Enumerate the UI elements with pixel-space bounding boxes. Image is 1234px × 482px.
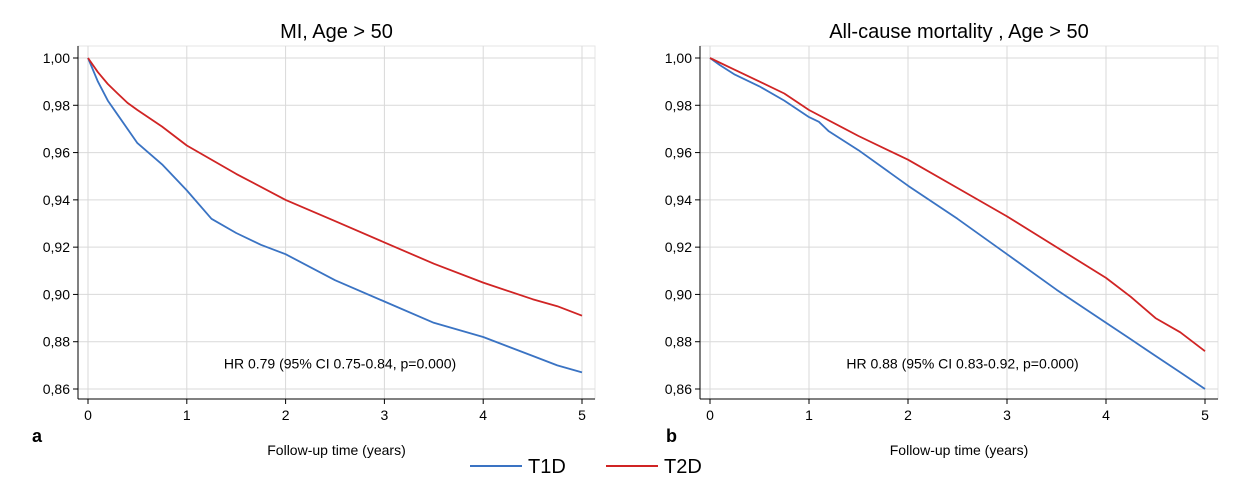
x-tick-label: 2 bbox=[904, 407, 912, 423]
x-axis-label: Follow-up time (years) bbox=[267, 442, 405, 458]
x-tick-label: 3 bbox=[381, 407, 389, 423]
hazard-ratio-annotation: HR 0.88 (95% CI 0.83-0.92, p=0.000) bbox=[846, 356, 1078, 372]
y-tick-label: 0,96 bbox=[665, 145, 692, 161]
panel-b: 0,86 0,88 0,90 0,92 0,94 0,96 0,98 1,00 0 1 2 3 4 5 Al… bbox=[665, 21, 1219, 458]
x-tick-label: 5 bbox=[578, 407, 586, 423]
y-tick-label: 0,92 bbox=[665, 239, 692, 255]
x-tick-label: 4 bbox=[1102, 407, 1110, 423]
series-line-t2d bbox=[709, 57, 1206, 352]
x-axis-label: Follow-up time (years) bbox=[890, 442, 1028, 458]
y-tick-label: 0,86 bbox=[43, 381, 70, 397]
legend-label-t2d: T2D bbox=[664, 456, 702, 478]
legend: T1D T2D bbox=[470, 456, 702, 478]
x-tick-label: 4 bbox=[479, 407, 487, 423]
x-tick-label: 1 bbox=[805, 407, 813, 423]
y-tick-label: 0,94 bbox=[43, 192, 70, 208]
y-tick-label: 0,86 bbox=[665, 381, 692, 397]
x-tick-label: 0 bbox=[706, 407, 714, 423]
y-tick-label: 1,00 bbox=[665, 50, 692, 66]
chart-title: All-cause mortality , Age > 50 bbox=[829, 21, 1089, 43]
hazard-ratio-annotation: HR 0.79 (95% CI 0.75-0.84, p=0.000) bbox=[224, 356, 456, 372]
x-tick-label: 0 bbox=[84, 407, 92, 423]
x-tick-label: 1 bbox=[183, 407, 191, 423]
panel-letter: a bbox=[32, 426, 43, 446]
y-tick-label: 0,90 bbox=[43, 286, 70, 302]
panel-letter: b bbox=[666, 426, 677, 446]
y-tick-label: 1,00 bbox=[43, 50, 70, 66]
x-tick-label: 3 bbox=[1003, 407, 1011, 423]
y-tick-label: 0,98 bbox=[665, 97, 692, 113]
y-tick-label: 0,90 bbox=[665, 286, 692, 302]
y-tick-label: 0,92 bbox=[43, 239, 70, 255]
y-tick-label: 0,98 bbox=[43, 97, 70, 113]
y-tick-label: 0,96 bbox=[43, 145, 70, 161]
series-line-t1d bbox=[709, 57, 1206, 390]
y-tick-label: 0,94 bbox=[665, 192, 692, 208]
chart-title: MI, Age > 50 bbox=[280, 21, 393, 43]
y-tick-label: 0,88 bbox=[43, 334, 70, 350]
series-line-t1d bbox=[87, 57, 583, 374]
panel-a: 0,86 0,88 0,90 0,92 0,94 0,96 0,98 1,00 0 1 2 3 4 5 MI… bbox=[32, 21, 596, 458]
x-tick-label: 5 bbox=[1201, 407, 1209, 423]
y-tick-label: 0,88 bbox=[665, 334, 692, 350]
x-tick-label: 2 bbox=[282, 407, 290, 423]
series-line-t2d bbox=[87, 57, 583, 317]
legend-label-t1d: T1D bbox=[528, 456, 566, 478]
